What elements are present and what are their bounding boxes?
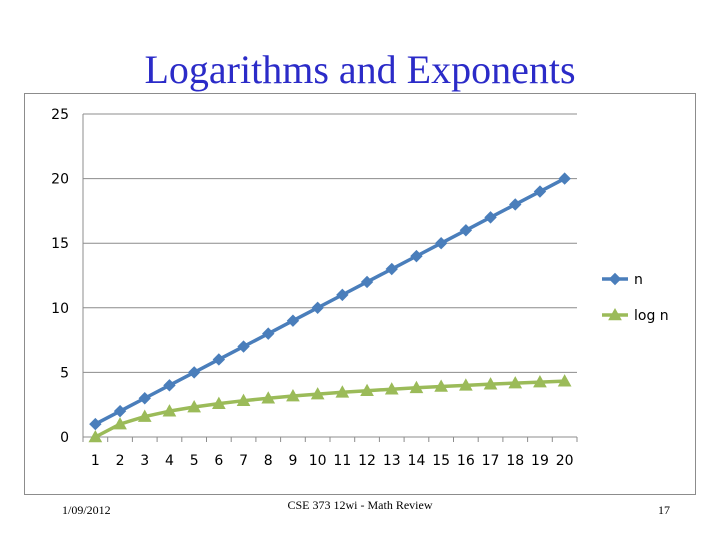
data-point-log-n: [483, 377, 498, 390]
y-tick-label: 0: [60, 430, 69, 446]
slide-title: Logarithms and Exponents: [144, 47, 576, 92]
y-tick-label: 5: [60, 365, 69, 381]
data-point-log-n: [434, 379, 448, 392]
data-point-log-n: [310, 387, 325, 400]
x-tick-label: 15: [432, 453, 450, 469]
legend: n log n: [602, 272, 669, 324]
x-tick-label: 16: [457, 453, 475, 469]
data-point-n: [336, 288, 349, 302]
series-line-log-n: [93, 379, 567, 439]
chart-frame: 0 5 10 15 20 25 1 2 3 4 5 6 7 8 9 10 11 12 13 14 15 16 17 18 19 2…: [24, 93, 696, 495]
data-point-n: [410, 249, 423, 263]
data-point-log-n: [113, 417, 127, 430]
data-point-log-n: [88, 429, 103, 443]
legend-label: log n: [634, 308, 669, 324]
x-tick-label: 8: [264, 453, 273, 469]
data-point-log-n: [533, 375, 547, 388]
series-line-n: [93, 176, 567, 426]
y-tick-label: 25: [51, 107, 69, 123]
data-point-n: [113, 404, 127, 418]
x-tick-label: 12: [358, 453, 376, 469]
legend-swatch-marker: [608, 307, 622, 321]
x-tick-label: 14: [408, 453, 426, 469]
data-point-log-n: [286, 389, 300, 402]
data-point-n: [311, 301, 324, 315]
data-point-n: [509, 198, 522, 211]
page-number: 17: [658, 503, 670, 517]
data-point-n: [89, 417, 102, 431]
data-point-n: [558, 172, 571, 185]
data-point-log-n: [335, 385, 350, 398]
data-point-log-n: [384, 382, 399, 395]
data-point-log-n: [187, 399, 201, 413]
x-tick-label: 11: [333, 453, 351, 469]
data-point-n: [385, 262, 398, 276]
x-tick-label: 5: [190, 453, 199, 469]
data-point-n: [434, 236, 448, 250]
data-point-log-n: [360, 383, 374, 397]
data-point-n: [187, 366, 201, 379]
data-point-log-n: [409, 380, 424, 394]
gridlines: [83, 113, 577, 373]
x-tick-label: 18: [506, 453, 524, 469]
data-point-log-n: [212, 396, 226, 409]
legend-item-log-n: log n: [602, 307, 669, 324]
data-point-log-n: [137, 409, 152, 422]
data-point-n: [262, 327, 275, 340]
data-point-log-n: [162, 404, 177, 417]
data-point-n: [212, 353, 226, 366]
legend-label: n: [634, 272, 643, 288]
legend-item-n: n: [602, 272, 643, 288]
series-n: [89, 172, 571, 431]
data-point-n: [533, 185, 547, 198]
x-tick-label: 2: [116, 453, 125, 469]
y-tick-label: 20: [51, 172, 69, 188]
x-tick-label: 19: [531, 453, 549, 469]
x-tick-label: 13: [383, 453, 401, 469]
data-point-n: [138, 392, 151, 405]
x-tick-label: 9: [288, 453, 297, 469]
y-tick-label: 15: [51, 236, 69, 252]
series-log-n: [88, 374, 572, 443]
x-tick-label: 3: [140, 453, 149, 469]
x-tick-label: 1: [91, 453, 100, 469]
x-tick-label: 7: [239, 453, 248, 469]
footer-date: 1/09/2012: [62, 503, 111, 517]
data-point-n: [286, 314, 300, 327]
data-point-n: [484, 211, 497, 224]
x-tick-label: 17: [482, 453, 500, 469]
series-group: [88, 172, 572, 443]
data-point-log-n: [261, 391, 276, 404]
data-point-log-n: [557, 374, 572, 387]
data-point-log-n: [236, 393, 251, 406]
legend-swatch-marker: [608, 272, 622, 286]
x-tick-label: 6: [214, 453, 223, 469]
data-point-n: [237, 340, 250, 353]
y-tick-label: 10: [51, 301, 69, 317]
data-point-log-n: [508, 376, 523, 389]
x-tick-label: 10: [309, 453, 327, 469]
x-tick-label: 4: [165, 453, 174, 469]
x-tick-label: 20: [556, 453, 574, 469]
data-point-log-n: [459, 378, 473, 391]
footer-course: CSE 373 12wi - Math Review: [287, 498, 433, 512]
data-point-n: [459, 224, 473, 237]
data-point-n: [360, 275, 374, 289]
data-point-n: [163, 379, 176, 392]
